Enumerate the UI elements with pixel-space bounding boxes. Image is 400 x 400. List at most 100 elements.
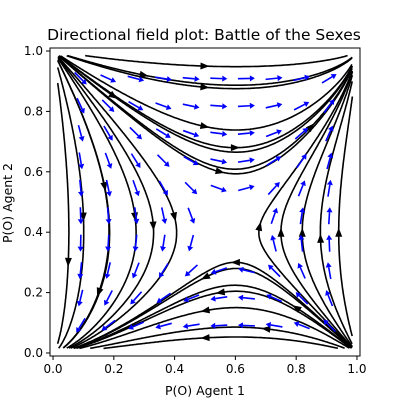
streamline [258, 70, 354, 349]
quiver-arrow [103, 125, 113, 141]
quiver-arrow [326, 179, 333, 197]
streamline [56, 67, 85, 349]
quiver-arrow [325, 290, 334, 307]
y-tick-label: 0.6 [24, 165, 43, 179]
quiver-arrow [238, 184, 255, 192]
quiver-arrow [294, 127, 309, 140]
quiver-arrow [295, 292, 309, 305]
quiver-arrow [159, 263, 169, 278]
quiver-arrow [210, 184, 227, 193]
y-axis-label: P(O) Agent 2 [0, 163, 15, 243]
streamlines-layer [56, 54, 354, 350]
y-tick-label: 1.0 [24, 44, 43, 58]
quiver-arrow [238, 266, 255, 274]
quiver-arrow [270, 234, 277, 252]
streamline [301, 75, 354, 348]
quiver-arrow [104, 290, 113, 306]
quiver-arrow [293, 101, 310, 111]
streamline-arrowhead [64, 257, 72, 267]
quiver-arrow [237, 322, 255, 329]
y-tick-label: 0.8 [24, 104, 43, 118]
streamline-arrowhead [292, 305, 302, 314]
quiver-arrow [326, 234, 333, 252]
streamline [337, 96, 354, 337]
quiver-arrow [237, 130, 255, 137]
quiver-arrow [155, 322, 172, 330]
quiver-arrow [183, 155, 199, 166]
streamline [58, 55, 353, 170]
x-tick-label: 0.6 [226, 362, 245, 376]
quiver-arrow [297, 180, 306, 197]
streamline-arrowhead [255, 221, 263, 232]
quiver-arrow [76, 317, 86, 333]
quiver-arrow [293, 321, 310, 330]
quiver-arrow [210, 267, 228, 275]
quiver-arrow [156, 292, 171, 303]
y-tick-label: 0.2 [24, 286, 43, 300]
plot-frame [49, 47, 361, 357]
x-axis-label: P(O) Agent 1 [165, 383, 245, 398]
streamline [280, 71, 354, 349]
streamline-arrowhead [298, 227, 306, 237]
x-tick-label: 1.0 [347, 362, 366, 376]
y-tick-label: 0.4 [24, 225, 43, 239]
streamline [57, 57, 155, 349]
streamline-arrowhead [277, 227, 285, 237]
quiver-arrow [323, 99, 335, 114]
x-tick-label: 0.8 [287, 362, 306, 376]
streamline [90, 326, 345, 350]
quiver-arrow [130, 291, 143, 305]
streamline-arrowhead [214, 167, 225, 175]
quiver-arrow [184, 264, 199, 277]
quiver-arrow [265, 75, 283, 82]
axis-ticks-layer: 0.0 0.2 0.4 0.6 0.8 1.0 0.0 0.2 0.4 0.6 0.8 1.0 [24, 44, 367, 376]
quiver-arrow [210, 75, 228, 82]
streamline-arrowhead [200, 83, 210, 91]
streamline-arrowhead [215, 288, 226, 296]
quiver-arrow [76, 97, 85, 114]
quiver-arrow [77, 124, 85, 142]
streamline [56, 82, 70, 344]
quiver-arrow [210, 130, 228, 137]
quiver-arrow [268, 264, 281, 278]
quiver-arrow [105, 179, 112, 197]
quiver-arrow [182, 103, 200, 110]
quiver-arrow [210, 322, 228, 329]
streamline [66, 54, 353, 90]
quiver-arrow [77, 262, 84, 280]
quiver-arrow [210, 295, 228, 302]
quiver-arrow [132, 234, 139, 252]
quiver-arrows-layer [74, 71, 337, 333]
quiver-arrow [100, 74, 117, 83]
chart-title: Directional field plot: Battle of the Se… [47, 26, 361, 44]
streamline [58, 55, 353, 149]
quiver-arrow [131, 262, 140, 279]
quiver-arrow [299, 207, 306, 225]
quiver-arrow [325, 262, 332, 280]
streamline [57, 56, 178, 349]
quiver-arrow [210, 158, 228, 165]
quiver-arrow [187, 207, 196, 224]
quiver-arrow [155, 128, 171, 138]
quiver-arrow [156, 154, 170, 167]
x-tick-label: 0.2 [104, 362, 123, 376]
streamline-arrowhead [199, 122, 210, 129]
quiver-arrow [101, 319, 116, 331]
quiver-arrow [265, 321, 283, 328]
quiver-arrow [265, 129, 282, 138]
streamline [319, 81, 353, 345]
streamline-arrowhead [200, 272, 211, 280]
quiver-arrow [105, 207, 112, 225]
quiver-arrow [266, 293, 283, 303]
quiver-arrow [128, 100, 144, 111]
streamline [75, 284, 352, 349]
quiver-arrow [210, 103, 228, 110]
quiver-arrow [78, 179, 84, 197]
quiver-arrow [326, 152, 334, 170]
quiver-arrow [129, 126, 142, 140]
streamline [57, 58, 137, 349]
streamline-arrowhead [200, 306, 211, 314]
quiver-arrow [155, 102, 172, 110]
streamline [58, 55, 353, 175]
